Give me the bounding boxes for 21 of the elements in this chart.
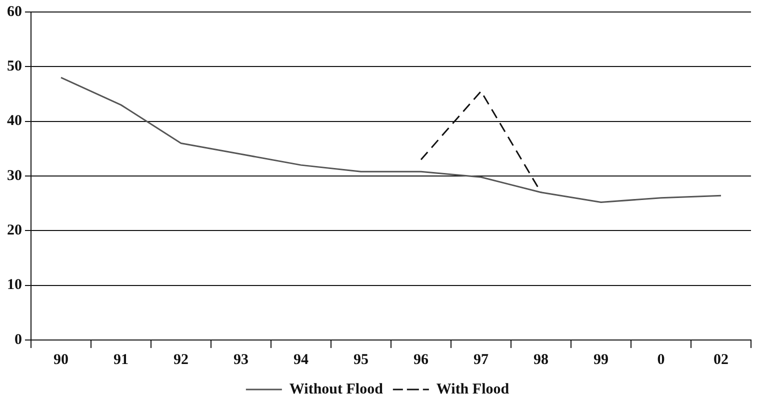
y-tick-label: 0 <box>14 332 22 348</box>
x-tick-label: 92 <box>174 352 188 368</box>
x-tick-label: 97 <box>474 352 489 368</box>
y-tick-label: 60 <box>7 4 22 20</box>
x-tick-label: 99 <box>594 352 608 368</box>
y-tick-label: 30 <box>7 168 22 184</box>
x-tick-label: 96 <box>414 352 429 368</box>
legend-label: Without Flood <box>289 381 384 398</box>
x-tick-label: 94 <box>294 352 309 368</box>
x-tick-label: 0 <box>657 352 665 368</box>
y-tick-label: 10 <box>7 277 22 294</box>
x-tick-label: 91 <box>114 352 128 368</box>
y-tick-label: 20 <box>7 222 22 239</box>
legend-label: With Flood <box>436 381 510 398</box>
x-tick-label: 95 <box>354 352 368 368</box>
y-tick-label: 50 <box>7 58 22 75</box>
x-tick-label: 93 <box>234 352 248 368</box>
x-tick-label: 98 <box>534 352 548 368</box>
x-tick-label: 90 <box>54 352 68 368</box>
x-tick-label: 02 <box>714 352 728 368</box>
y-tick-label: 40 <box>7 113 22 130</box>
